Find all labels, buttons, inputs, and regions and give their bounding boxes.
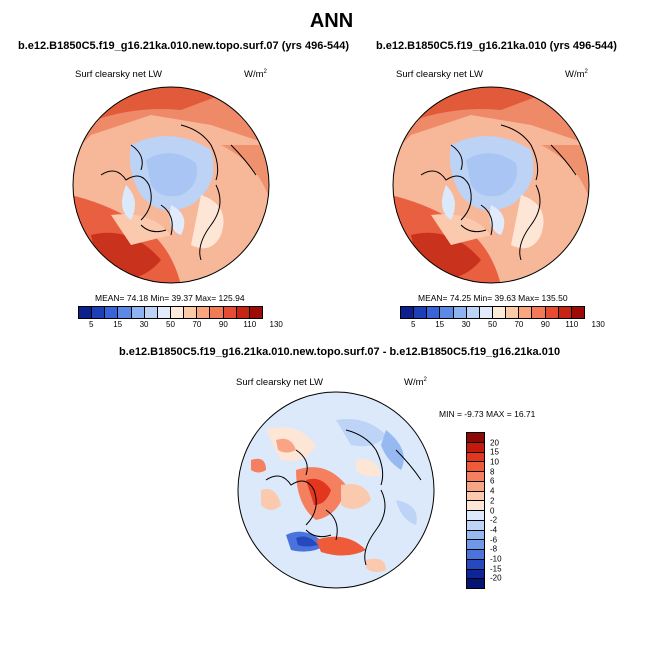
colorbar-swatch (467, 511, 484, 521)
panel2-variable-label: Surf clearsky net LW (396, 69, 483, 80)
colorbar-tick-label: 50 (166, 320, 175, 329)
panel2-polar-map (392, 86, 590, 284)
colorbar-tick-label: 10 (490, 457, 499, 467)
colorbar-tick-label: 15 (435, 320, 445, 329)
colorbar-tick-label: 20 (490, 438, 499, 448)
colorbar-tick-label: 50 (488, 320, 497, 329)
colorbar-swatch (467, 442, 484, 453)
colorbar-tick-label: 8 (490, 467, 495, 477)
colorbar-tick-label: 5 (410, 320, 416, 329)
colorbar-swatch (467, 540, 484, 550)
panel1-units-label: W/m2 (244, 69, 267, 81)
colorbar-swatch (467, 462, 484, 472)
colorbar-swatch (210, 307, 224, 318)
colorbar-tick-label: 90 (540, 320, 550, 329)
panel1-case-title: b.e12.B1850C5.f19_g16.21ka.010.new.topo.… (18, 40, 349, 52)
diff-units-label: W/m2 (404, 377, 427, 389)
colorbar-swatch (467, 501, 484, 511)
diff-variable-label: Surf clearsky net LW (236, 377, 323, 388)
colorbar-swatch (223, 307, 237, 318)
colorbar-swatch (184, 307, 198, 318)
colorbar-swatch (558, 307, 572, 318)
colorbar-swatch (492, 307, 507, 318)
colorbar-swatch (249, 307, 262, 318)
panel1-colorbar-labels: 5 15 30 50 70 90 110 130 (78, 320, 283, 332)
colorbar-swatch (467, 472, 484, 482)
colorbar-swatch (506, 307, 520, 318)
colorbar-swatch (105, 307, 119, 318)
colorbar-swatch (467, 579, 484, 588)
panel2-case-title: b.e12.B1850C5.f19_g16.21ka.010 (yrs 496-… (376, 40, 617, 52)
colorbar-swatch (467, 520, 484, 531)
diff-colorbar: 20 15 10 8 6 4 2 0 -2 -4 -6 -8 -10 -15 -20 (466, 432, 502, 589)
colorbar-swatch (236, 307, 250, 318)
colorbar-tick-label: 0 (490, 506, 495, 515)
colorbar-swatch (467, 569, 484, 580)
colorbar-swatch (427, 307, 441, 318)
colorbar-swatch (453, 307, 467, 318)
colorbar-tick-label: -2 (490, 515, 498, 525)
panel2-units-label: W/m2 (565, 69, 588, 81)
colorbar-tick-label: 5 (88, 320, 94, 329)
panel1-variable-label: Surf clearsky net LW (75, 69, 162, 80)
colorbar-tick-label: -20 (490, 573, 502, 583)
colorbar-tick-label: -6 (490, 535, 498, 545)
main-title: ANN (309, 10, 354, 32)
colorbar-swatch (401, 307, 415, 318)
colorbar-tick-label: 130 (269, 320, 283, 329)
colorbar-swatch (571, 307, 584, 318)
colorbar-swatch (532, 307, 546, 318)
colorbar-swatch (92, 307, 106, 318)
diff-case-title: b.e12.B1850C5.f19_g16.21ka.010.new.topo.… (119, 346, 561, 358)
colorbar-swatch (440, 307, 454, 318)
panel1-stats: MEAN= 74.18 Min= 39.37 Max= 125.94 (95, 293, 245, 303)
colorbar-swatch (467, 433, 484, 443)
colorbar-swatch (118, 307, 132, 318)
colorbar-swatch (467, 452, 484, 463)
colorbar-tick-label: 4 (490, 486, 495, 496)
colorbar-swatch (157, 307, 171, 318)
colorbar-tick-label: 30 (139, 320, 149, 329)
colorbar-tick-label: 90 (218, 320, 228, 329)
colorbar-tick-label: 130 (591, 320, 605, 329)
colorbar-tick-label: 110 (565, 320, 579, 329)
diff-stats: MIN = -9.73 MAX = 16.71 (439, 409, 536, 419)
colorbar-tick-label: 110 (243, 320, 257, 329)
colorbar-tick-label: 15 (490, 447, 499, 457)
colorbar-swatch (467, 491, 484, 502)
colorbar-swatch (545, 307, 559, 318)
colorbar-swatch (131, 307, 145, 318)
colorbar-swatch (466, 307, 480, 318)
colorbar-swatch (79, 307, 93, 318)
colorbar-swatch (467, 530, 484, 541)
colorbar-swatch (144, 307, 158, 318)
panel2-stats: MEAN= 74.25 Min= 39.63 Max= 135.50 (418, 293, 568, 303)
colorbar-swatch (519, 307, 533, 318)
colorbar-tick-label: 2 (490, 496, 495, 506)
colorbar-tick-label: 30 (461, 320, 471, 329)
panel1-polar-map (72, 86, 270, 284)
panel1-colorbar (78, 306, 263, 319)
colorbar-swatch (414, 307, 428, 318)
colorbar-swatch (467, 481, 484, 492)
colorbar-tick-label: 70 (192, 320, 202, 329)
colorbar-tick-label: 70 (514, 320, 524, 329)
colorbar-tick-label: -4 (490, 525, 498, 535)
colorbar-swatch (467, 559, 484, 570)
colorbar-tick-label: 15 (113, 320, 123, 329)
colorbar-swatch (479, 307, 493, 318)
diff-colorbar-labels: 20 15 10 8 6 4 2 0 -2 -4 -6 -8 -10 -15 -20 (466, 432, 516, 589)
panel2-colorbar-labels: 5 15 30 50 70 90 110 130 (400, 320, 605, 332)
colorbar-tick-label: 6 (490, 476, 495, 486)
panel2-colorbar (400, 306, 585, 319)
colorbar-tick-label: -15 (490, 564, 502, 574)
colorbar-swatch (467, 550, 484, 560)
colorbar-tick-label: -8 (490, 544, 498, 554)
colorbar-swatch (170, 307, 185, 318)
colorbar-swatch (197, 307, 211, 318)
colorbar-tick-label: -10 (490, 554, 502, 564)
diff-polar-map (237, 391, 435, 589)
